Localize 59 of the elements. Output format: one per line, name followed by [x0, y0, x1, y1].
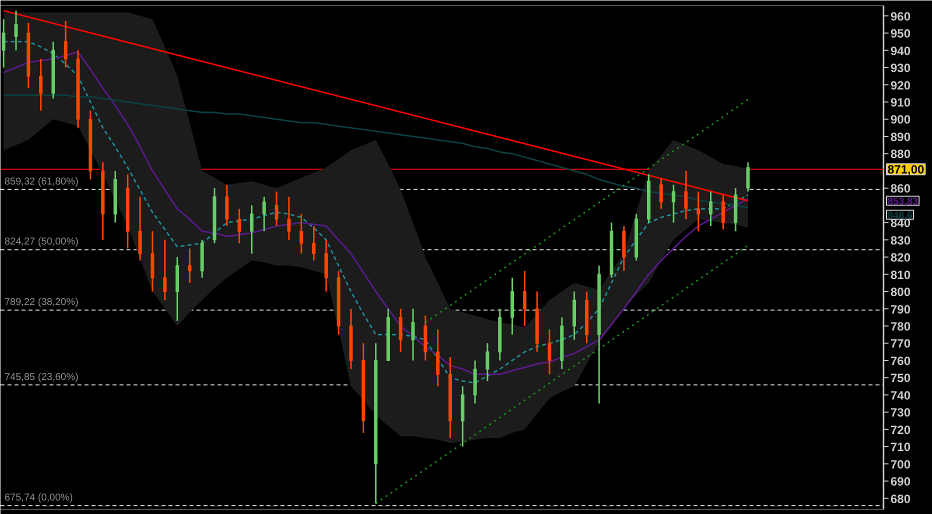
y-tick-label: 810	[890, 268, 911, 282]
text: 853,83	[888, 196, 919, 208]
y-tick-label: 680	[890, 492, 911, 506]
candlestick	[522, 270, 526, 327]
y-tick-label: 960	[890, 9, 911, 24]
candlestick	[163, 239, 167, 301]
candlestick	[312, 225, 316, 262]
y-tick-label: 690	[890, 474, 911, 489]
y-tick-label: 830	[890, 233, 911, 248]
candlestick	[696, 190, 700, 232]
y-tick-label: 790	[890, 302, 911, 316]
y-tick-label: 710	[890, 440, 911, 454]
candlestick	[250, 204, 254, 254]
candlestick	[672, 184, 676, 224]
candlestick	[274, 190, 278, 227]
y-tick-label: 920	[890, 78, 911, 92]
y-tick-label: 900	[890, 112, 911, 127]
candlestick	[486, 342, 490, 382]
y-tick-label: 880	[890, 147, 911, 162]
ref-line-label: 789,22 (38,20%)	[4, 297, 78, 308]
y-tick-label: 930	[890, 61, 911, 76]
y-tick-label: 860	[890, 182, 911, 196]
y-tick-label: 940	[890, 44, 911, 58]
candlestick	[238, 208, 242, 244]
candlestick	[188, 248, 192, 284]
ref-line-label: 824,27 (50,00%)	[4, 236, 78, 248]
candlestick	[300, 213, 304, 254]
y-tick-label: 760	[890, 354, 911, 368]
candlestick	[39, 58, 43, 112]
y-tick-label: 720	[890, 422, 911, 437]
y-tick-label: 750	[890, 371, 911, 386]
ref-line-label: 675,74 (0,00%)	[4, 492, 73, 504]
y-tick-label: 770	[890, 336, 911, 351]
candlestick	[225, 184, 229, 227]
ref-line-label: 745,85 (23,60%)	[4, 372, 78, 383]
y-tick-label: 950	[890, 26, 911, 41]
candlestick	[398, 308, 402, 353]
candlestick	[138, 196, 142, 262]
ref-line-label: 859,32 (61,80%)	[4, 176, 78, 188]
y-tick-label: 910	[890, 95, 911, 110]
candlestick	[262, 196, 266, 232]
y-tick-label: 780	[890, 319, 911, 334]
candlestick	[2, 18, 6, 68]
candlestick	[287, 196, 291, 241]
candlestick	[659, 177, 663, 210]
candlestick	[548, 328, 552, 375]
candlestick	[709, 190, 712, 227]
candlestick	[746, 162, 750, 192]
candlestick	[436, 328, 440, 388]
y-tick-label: 740	[890, 388, 911, 402]
y-tick-label: 800	[890, 285, 911, 300]
candlestick	[684, 170, 688, 220]
candlestick	[721, 194, 725, 230]
y-tick-label: 890	[890, 130, 911, 144]
ref-line-label: 871,00	[888, 162, 925, 177]
y-tick-label: 730	[890, 406, 911, 420]
y-tick-label: 700	[890, 457, 911, 472]
candlestick	[64, 20, 68, 68]
y-tick-label: 820	[890, 250, 911, 265]
